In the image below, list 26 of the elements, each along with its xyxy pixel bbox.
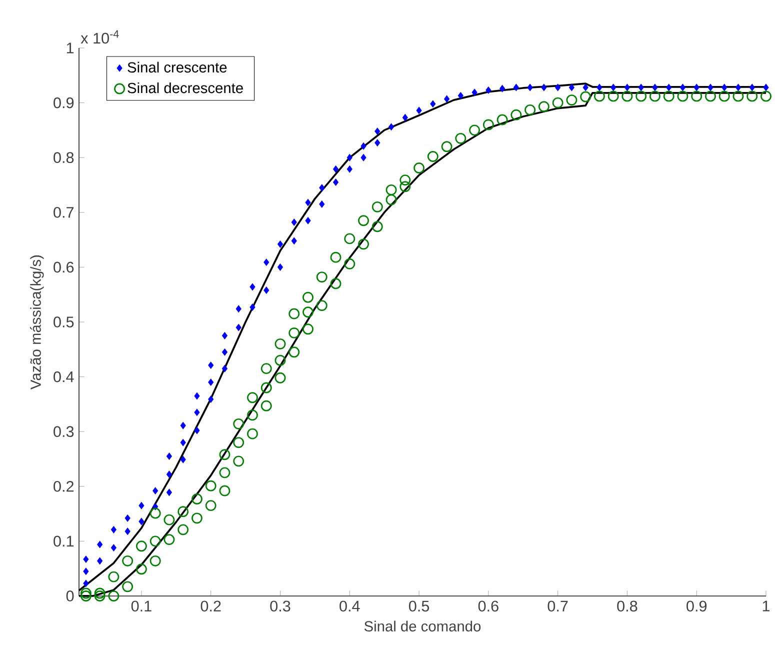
x-tick-label: 0.5: [408, 600, 430, 612]
x-tick-label: 0.6: [478, 600, 498, 612]
y-tick-label: 0.1: [54, 536, 74, 547]
y-tick-label: 0.7: [54, 206, 74, 218]
text: x 10$^{-4}$: [80, 30, 119, 44]
x-tick-label: 0.2: [200, 600, 221, 612]
x-axis-title: Sinal de comando: [364, 620, 481, 632]
x-tick-label: 0.9: [686, 600, 707, 612]
x-tick-label: 0.7: [548, 600, 568, 612]
legend-label: Sinal crescente: [128, 62, 227, 73]
y-tick-label: 0: [66, 590, 74, 602]
y-tick-label: 0.6: [54, 262, 74, 273]
x-tick-label: 0.1: [131, 600, 152, 612]
x-tick-label: 0.8: [617, 600, 638, 612]
y-tick-label: 0.8: [54, 152, 74, 164]
y-tick-label: 0.9: [54, 97, 74, 108]
x-tick-label: 1: [762, 600, 770, 612]
x-tick-label: 0.3: [270, 600, 290, 612]
y-tick-label: 0.2: [54, 480, 74, 492]
y-axis-title: Vazão mássica(kg/s): [30, 255, 44, 390]
y-tick-label: 0.5: [54, 316, 74, 328]
legend-label: Sinal decrescente: [128, 82, 243, 94]
y-tick-label: 0.4: [54, 371, 74, 382]
y-tick-label: 0.3: [54, 426, 74, 438]
y-tick-label: 1: [66, 42, 74, 54]
x-tick-label: 0.4: [340, 600, 360, 612]
